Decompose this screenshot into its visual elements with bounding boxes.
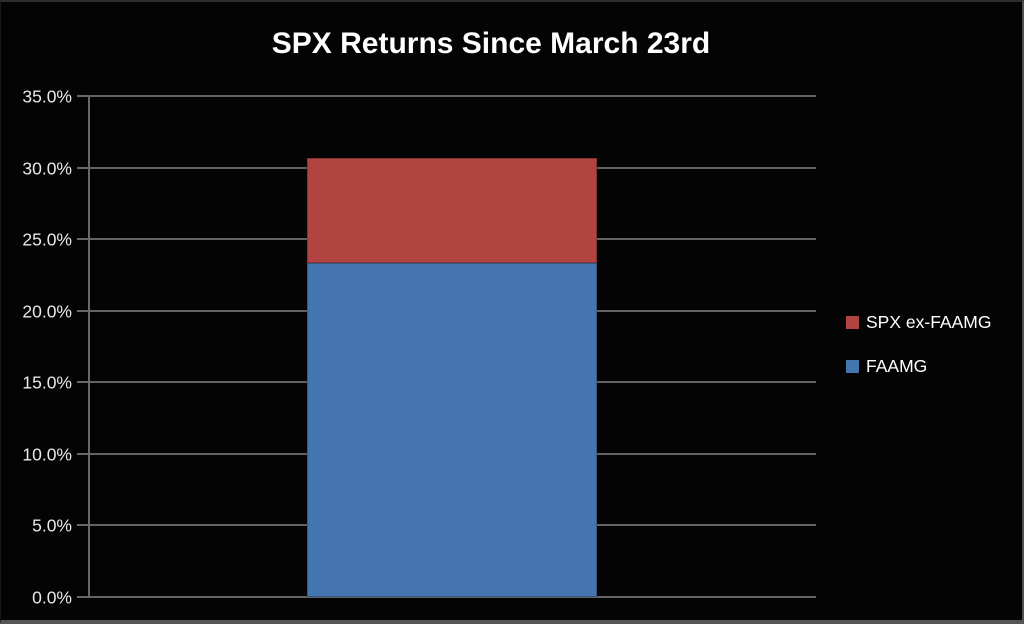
stacked-bar [307,157,597,597]
bar-segment-spx-ex-faamg [307,157,597,264]
legend-label-spx-ex-faamg: SPX ex-FAAMG [866,312,992,332]
legend-label-faamg: FAAMG [866,356,928,376]
y-axis-tick-label: 35.0% [22,86,72,107]
bar-segment-faamg [307,263,597,597]
y-axis-tick [77,309,90,312]
gridline [90,95,816,97]
legend-item-faamg: FAAMG [846,356,991,377]
plot-area: 0.0% 5.0% 10.0% 15.0% 20.0% 25.0% 30.0% 35.0% [22,87,816,608]
y-axis-tick-label: 20.0% [22,301,72,322]
y-axis-tick-label: 5.0% [32,515,72,536]
y-axis-tick-label: 30.0% [22,158,72,179]
y-axis-tick [77,95,90,97]
legend-item-spx-ex-faamg: SPX ex-FAAMG [846,312,991,333]
gridline [90,596,816,598]
y-axis-tick [77,238,90,241]
y-axis-tick-label: 0.0% [32,587,72,608]
legend-swatch-blue-icon [846,360,859,373]
y-axis-tick [77,166,90,169]
y-axis-tick [77,452,90,455]
legend: SPX ex-FAAMG FAAMG [846,312,991,400]
legend-swatch-red-icon [846,316,859,329]
chart-title: SPX Returns Since March 23rd [271,27,711,60]
y-axis-tick [77,596,90,598]
y-axis-tick [77,381,90,384]
y-axis-tick [77,524,90,527]
y-axis-tick-label: 10.0% [22,444,72,465]
y-axis-tick-label: 25.0% [22,229,72,250]
y-axis-tick-label: 15.0% [22,372,72,393]
